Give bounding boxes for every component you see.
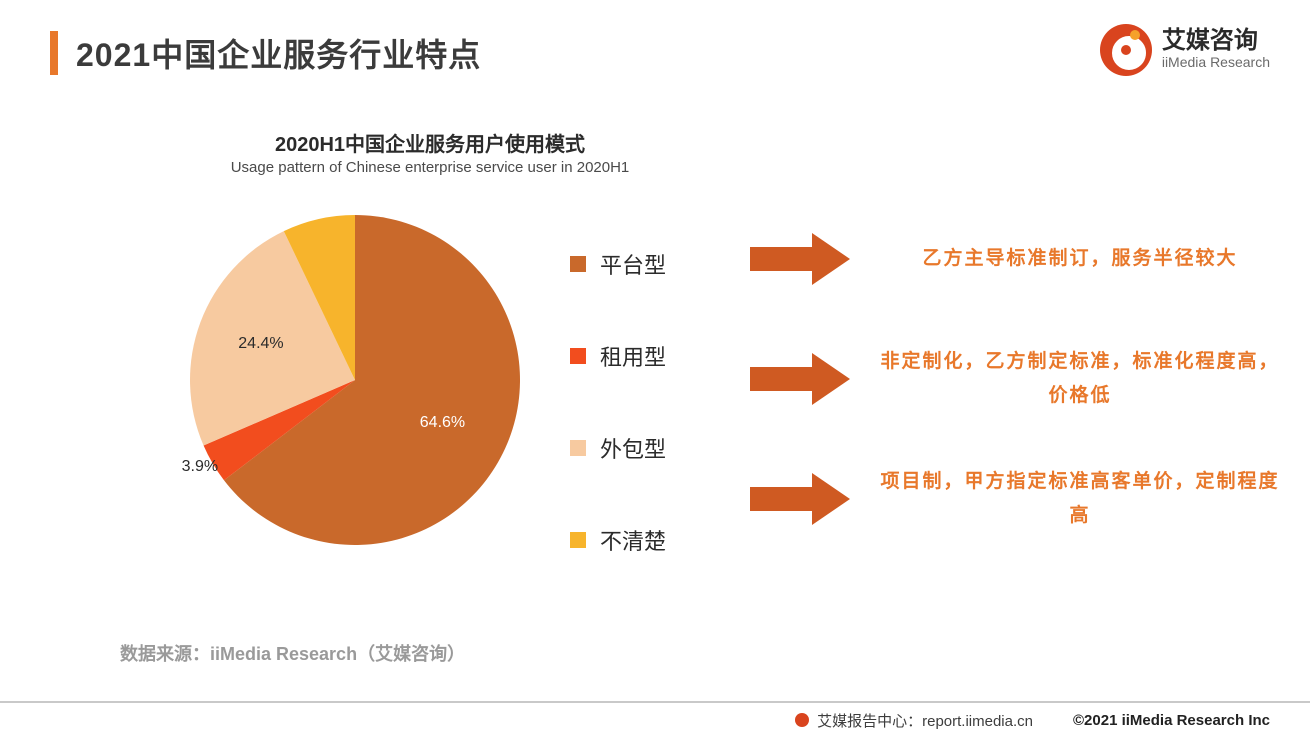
callout-text: 乙方主导标准制订，服务半径较大: [880, 242, 1280, 276]
legend-swatch-icon: [570, 348, 586, 364]
legend-swatch-icon: [570, 532, 586, 548]
logo-name-en: iiMedia Research: [1162, 53, 1270, 71]
legend: 平台型租用型外包型不清楚: [570, 248, 666, 616]
chart-title-cn: 2020H1中国企业服务用户使用模式: [200, 128, 660, 157]
footer: 艾媒报告中心：report.iimedia.cn ©2021 iiMedia R…: [0, 701, 1310, 737]
callout-text: 非定制化，乙方制定标准，标准化程度高，价格低: [880, 345, 1280, 413]
legend-item: 不清楚: [570, 524, 666, 556]
footer-copyright: ©2021 iiMedia Research Inc: [1073, 712, 1270, 729]
slide-root: 2021中国企业服务行业特点 艾媒咨询 iiMedia Research 202…: [0, 0, 1310, 737]
arrow-right-icon: [750, 353, 850, 405]
title-bar: 2021中国企业服务行业特点: [50, 30, 481, 76]
legend-swatch-icon: [570, 256, 586, 272]
pie-chart: 64.6% 3.9% 24.4%: [185, 210, 525, 550]
logo-text: 艾媒咨询 iiMedia Research: [1162, 29, 1270, 71]
callout-row: 项目制，甲方指定标准高客单价，定制程度高: [750, 464, 1280, 534]
pie-pct-label: 3.9%: [182, 458, 218, 476]
title-marker: [50, 31, 58, 75]
logo-mark-icon: [1100, 24, 1152, 76]
pie-pct-label: 64.6%: [420, 414, 465, 432]
legend-swatch-icon: [570, 440, 586, 456]
logo-name-cn: 艾媒咨询: [1162, 29, 1270, 53]
chart-title-en: Usage pattern of Chinese enterprise serv…: [200, 159, 660, 176]
legend-label: 不清楚: [600, 524, 666, 556]
footer-report-center: 艾媒报告中心：report.iimedia.cn: [817, 710, 1033, 731]
logo: 艾媒咨询 iiMedia Research: [1100, 24, 1270, 76]
legend-item: 平台型: [570, 248, 666, 280]
callouts: 乙方主导标准制订，服务半径较大非定制化，乙方制定标准，标准化程度高，价格低项目制…: [750, 224, 1280, 584]
legend-item: 外包型: [570, 432, 666, 464]
callout-row: 乙方主导标准制订，服务半径较大: [750, 224, 1280, 294]
page-title: 2021中国企业服务行业特点: [76, 30, 481, 76]
callout-text: 项目制，甲方指定标准高客单价，定制程度高: [880, 465, 1280, 533]
footer-dot-icon: [795, 713, 809, 727]
callout-row: 非定制化，乙方制定标准，标准化程度高，价格低: [750, 344, 1280, 414]
chart-title-block: 2020H1中国企业服务用户使用模式 Usage pattern of Chin…: [200, 128, 660, 176]
legend-item: 租用型: [570, 340, 666, 372]
arrow-right-icon: [750, 233, 850, 285]
legend-label: 外包型: [600, 432, 666, 464]
pie-pct-label: 24.4%: [238, 335, 283, 353]
arrow-right-icon: [750, 473, 850, 525]
legend-label: 平台型: [600, 248, 666, 280]
data-source: 数据来源：iiMedia Research（艾媒咨询）: [120, 640, 465, 666]
legend-label: 租用型: [600, 340, 666, 372]
pie-svg: [185, 210, 525, 550]
